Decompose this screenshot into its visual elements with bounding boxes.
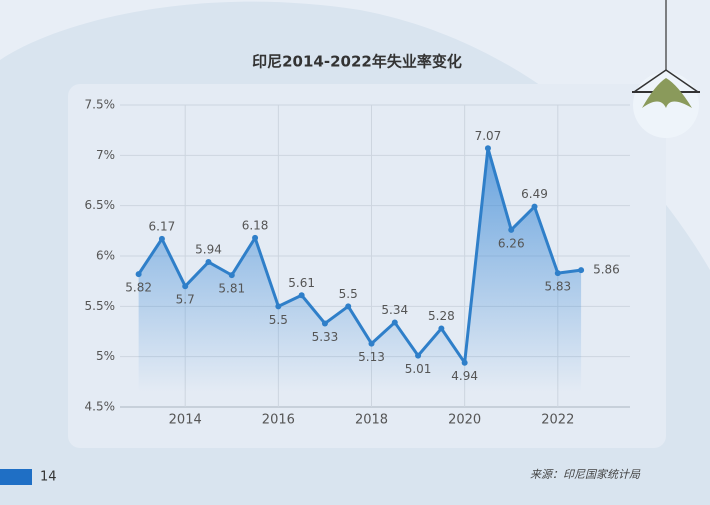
area — [138, 148, 582, 392]
value-label: 5.94 — [195, 243, 222, 257]
point — [298, 292, 305, 299]
value-label: 7.07 — [475, 129, 502, 143]
value-label: 5.86 — [593, 263, 620, 277]
value-label: 5.33 — [312, 330, 339, 344]
point — [321, 320, 328, 327]
y-tick-label: 7% — [96, 148, 115, 162]
y-tick-label: 5.5% — [85, 299, 116, 313]
point — [368, 340, 375, 347]
y-tick-label: 6% — [96, 249, 115, 263]
chart-title: 印尼2014-2022年失业率变化 — [252, 53, 462, 71]
point — [554, 270, 561, 277]
x-tick-label: 2016 — [262, 413, 295, 428]
point — [135, 271, 142, 278]
point — [391, 319, 398, 326]
value-label: 5.7 — [176, 293, 195, 307]
point — [415, 352, 422, 359]
y-tick-label: 7.5% — [85, 98, 116, 112]
point — [252, 234, 259, 241]
value-label: 5.28 — [428, 309, 455, 323]
value-label: 5.5 — [269, 313, 288, 327]
point — [438, 325, 445, 332]
y-tick-label: 5% — [96, 349, 115, 363]
bg-shape — [0, 0, 710, 270]
x-tick-label: 2020 — [448, 413, 481, 428]
value-label: 5.01 — [405, 362, 432, 376]
value-label: 5.34 — [381, 303, 408, 317]
y-tick-label: 6.5% — [85, 198, 116, 212]
value-label: 5.81 — [218, 282, 245, 296]
point — [508, 226, 515, 233]
line — [137, 146, 582, 365]
point — [484, 145, 491, 152]
page-marker — [0, 469, 32, 485]
value-label: 6.49 — [521, 187, 548, 201]
value-label: 5.13 — [358, 350, 385, 364]
point — [531, 203, 538, 210]
value-label: 6.17 — [149, 219, 176, 233]
value-label: 6.26 — [498, 236, 525, 250]
plant-decoration — [632, 0, 700, 138]
point — [345, 303, 352, 310]
value-label: 4.94 — [451, 369, 478, 383]
point — [205, 259, 212, 266]
value-label: 6.18 — [242, 218, 269, 232]
value-label: 5.5 — [339, 287, 358, 301]
value-label: 5.61 — [288, 276, 315, 290]
value-label: 5.82 — [125, 281, 152, 295]
x-tick-label: 2018 — [355, 413, 388, 428]
source-note: 来源：印尼国家统计局 — [530, 468, 641, 481]
point — [461, 359, 468, 366]
x-tick-label: 2014 — [169, 413, 202, 428]
point — [158, 235, 165, 242]
page-number: 14 — [40, 470, 57, 485]
y-tick-label: 4.5% — [85, 400, 116, 414]
point — [275, 303, 282, 310]
point — [578, 267, 585, 274]
value-label: 5.83 — [544, 280, 571, 294]
point — [182, 283, 189, 290]
x-tick-label: 2022 — [541, 413, 574, 428]
point — [228, 272, 235, 279]
